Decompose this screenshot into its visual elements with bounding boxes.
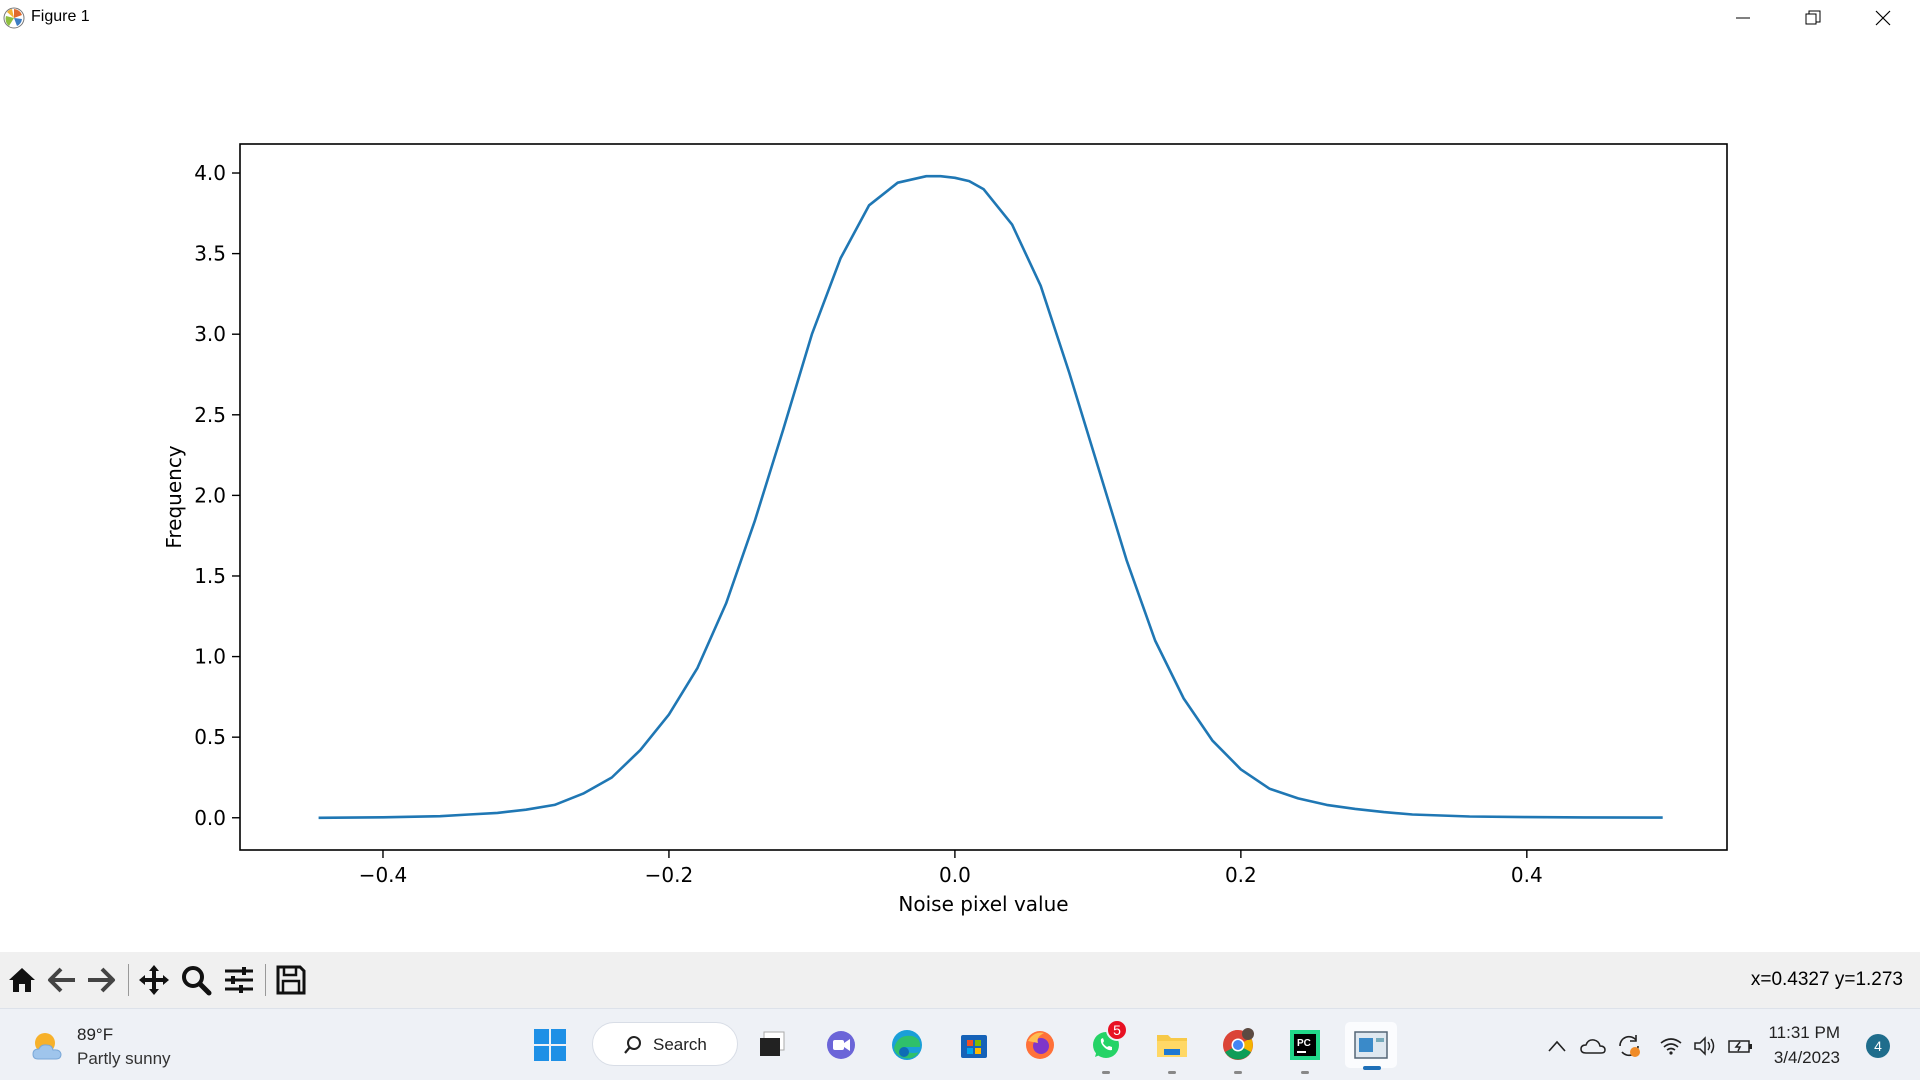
wifi-tray[interactable]	[1658, 1033, 1684, 1059]
active-indicator	[1363, 1066, 1381, 1070]
forward-icon	[88, 967, 115, 993]
pan-button[interactable]	[136, 962, 172, 998]
edge-browser-button[interactable]	[887, 1025, 927, 1065]
window-titlebar: Figure 1	[0, 0, 1920, 36]
forward-button[interactable]	[83, 962, 119, 998]
toolbar-separator	[265, 964, 266, 996]
running-indicator	[1234, 1071, 1242, 1074]
volume-icon	[1694, 1036, 1715, 1056]
zoom-icon	[182, 966, 212, 996]
clock-time: 11:31 PM	[1768, 1023, 1840, 1042]
taskbar: 89°F Partly sunny Search 5 PC	[0, 1008, 1920, 1080]
configure-subplots-icon	[225, 967, 253, 993]
show-hidden-icons-button[interactable]	[1544, 1033, 1570, 1059]
x-axis: −0.4 −0.2 0.0 0.2 0.4	[359, 850, 1543, 887]
y-axis-label: Frequency	[162, 445, 186, 548]
whatsapp-badge: 5	[1106, 1019, 1128, 1041]
toolbar-separator	[128, 964, 129, 996]
back-icon	[48, 967, 75, 993]
teams-chat-icon	[827, 1031, 855, 1059]
series-line	[318, 174, 1663, 820]
y-tick-label: 1.0	[194, 645, 226, 669]
x-axis-label: Noise pixel value	[898, 892, 1068, 916]
figure-window-button[interactable]	[1345, 1022, 1397, 1070]
partly-sunny-icon	[32, 1033, 62, 1060]
sync-tray[interactable]	[1616, 1033, 1642, 1059]
zoom-button[interactable]	[178, 962, 214, 998]
search-label: Search	[653, 1035, 707, 1054]
restore-icon	[1805, 10, 1821, 25]
chevron-up-icon	[1548, 1040, 1566, 1052]
matplotlib-app-icon	[3, 7, 25, 29]
wifi-icon	[1660, 1038, 1682, 1055]
home-button[interactable]	[4, 962, 40, 998]
weather-description: Partly sunny	[77, 1049, 171, 1068]
task-view-button[interactable]	[752, 1025, 792, 1065]
y-tick-label: 0.0	[194, 806, 226, 830]
line-chart: −0.4 −0.2 0.0 0.2 0.4 0.0 0.5 1.0 1.5 2.0 2.5 3.0 3…	[162, 143, 1728, 916]
firefox-icon	[1026, 1031, 1054, 1059]
x-tick-label: −0.4	[359, 863, 408, 887]
windows-start-icon	[534, 1029, 566, 1061]
save-button[interactable]	[273, 962, 309, 998]
volume-tray[interactable]	[1692, 1033, 1718, 1059]
file-explorer-button[interactable]	[1152, 1025, 1192, 1074]
running-indicator	[1168, 1071, 1176, 1074]
chrome-icon	[1223, 1028, 1254, 1060]
home-icon	[9, 968, 35, 992]
weather-temperature: 89°F	[77, 1025, 114, 1044]
minimize-button[interactable]	[1708, 0, 1778, 36]
onedrive-tray[interactable]	[1580, 1033, 1606, 1059]
y-axis: 0.0 0.5 1.0 1.5 2.0 2.5 3.0 3.5 4.0	[194, 161, 240, 830]
battery-charging-icon	[1728, 1040, 1752, 1053]
taskbar-search[interactable]: Search	[592, 1022, 738, 1066]
cursor-coordinates: x=0.4327 y=1.273	[1750, 969, 1903, 990]
teams-chat-button[interactable]	[821, 1025, 861, 1065]
battery-tray[interactable]	[1728, 1033, 1754, 1059]
minimize-icon	[1736, 17, 1750, 19]
x-tick-label: 0.2	[1225, 863, 1257, 887]
y-tick-label: 3.5	[194, 242, 226, 266]
axes-frame	[239, 143, 1728, 851]
save-icon	[276, 965, 306, 995]
pan-icon	[139, 965, 169, 995]
y-tick-label: 2.5	[194, 403, 226, 427]
search-icon	[624, 1036, 641, 1054]
x-tick-label: 0.0	[939, 863, 971, 887]
figure-canvas[interactable]: −0.4 −0.2 0.0 0.2 0.4 0.0 0.5 1.0 1.5 2.0 2.5 3.0 3…	[0, 36, 1920, 952]
edge-browser-icon	[892, 1030, 922, 1060]
onedrive-cloud-icon	[1580, 1039, 1606, 1054]
figure-window-icon	[1354, 1031, 1388, 1059]
window-title: Figure 1	[31, 8, 90, 25]
y-tick-label: 2.0	[194, 483, 226, 507]
y-tick-label: 1.5	[194, 564, 226, 588]
restore-button[interactable]	[1778, 0, 1848, 36]
firefox-button[interactable]	[1020, 1025, 1060, 1065]
notification-count-badge[interactable]: 4	[1866, 1034, 1890, 1058]
microsoft-store-button[interactable]	[954, 1025, 994, 1065]
y-tick-label: 3.0	[194, 322, 226, 346]
file-explorer-icon	[1157, 1035, 1187, 1057]
whatsapp-button[interactable]: 5	[1086, 1019, 1128, 1074]
navigation-toolbar: x=0.4327 y=1.273	[0, 952, 1920, 1008]
pycharm-icon: PC	[1290, 1030, 1320, 1060]
x-tick-label: 0.4	[1511, 863, 1543, 887]
microsoft-store-icon	[961, 1035, 987, 1058]
clock-date: 3/4/2023	[1773, 1048, 1840, 1067]
x-tick-label: −0.2	[645, 863, 694, 887]
y-tick-label: 0.5	[194, 725, 226, 749]
y-tick-label: 4.0	[194, 161, 226, 185]
svg-text:PC: PC	[1297, 1038, 1311, 1049]
sync-icon	[1619, 1035, 1640, 1057]
configure-subplots-button[interactable]	[221, 962, 257, 998]
running-indicator	[1301, 1071, 1309, 1074]
close-icon	[1875, 10, 1891, 26]
running-indicator	[1102, 1071, 1110, 1074]
task-view-icon	[760, 1031, 785, 1056]
close-button[interactable]	[1848, 0, 1918, 36]
back-button[interactable]	[44, 962, 80, 998]
pycharm-button[interactable]: PC	[1285, 1025, 1325, 1074]
chrome-button[interactable]	[1218, 1025, 1258, 1074]
start-button[interactable]	[530, 1025, 570, 1065]
